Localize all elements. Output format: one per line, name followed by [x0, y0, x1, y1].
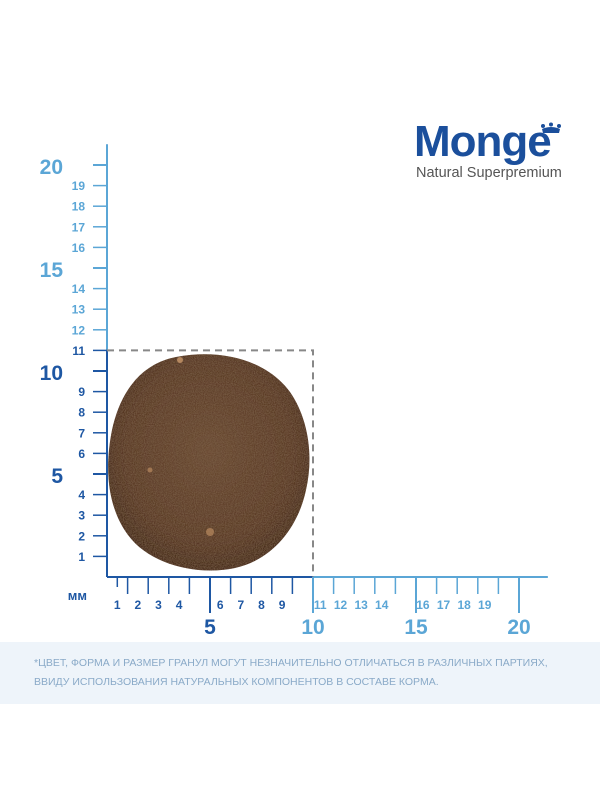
x-minor-label: 9 [279, 598, 286, 612]
y-minor-label: 7 [78, 426, 85, 440]
y-minor-label: 12 [72, 323, 86, 337]
x-major-label: 15 [404, 616, 428, 639]
y-minor-label: 4 [78, 488, 85, 502]
y-minor-label: 18 [72, 200, 86, 214]
x-major-label: 5 [204, 616, 216, 639]
y-major-label: 5 [51, 465, 63, 488]
y-minor-label: 19 [72, 179, 86, 193]
x-minor-label: 4 [176, 598, 183, 612]
monge-logo: Monge Natural Superpremium [414, 116, 584, 186]
y-minor-label: 8 [78, 406, 85, 420]
x-minor-label: 12 [334, 598, 348, 612]
x-minor-label: 16 [416, 598, 430, 612]
x-minor-label: 18 [457, 598, 471, 612]
y-major-label: 10 [40, 362, 63, 385]
y-major-label: 20 [40, 156, 63, 179]
x-minor-label: 2 [135, 598, 142, 612]
x-minor-label: 8 [258, 598, 265, 612]
y-minor-label: 9 [78, 385, 85, 399]
x-major-label: 10 [301, 616, 324, 639]
kibble-photo [108, 354, 310, 571]
unit-label: мм [68, 588, 87, 603]
disclaimer-banner: *Цвет, форма и размер гранул могут незна… [0, 642, 600, 704]
crown-icon [541, 122, 561, 133]
kibble-shape [108, 354, 310, 571]
x-minor-label: 7 [238, 598, 245, 612]
disclaimer-text: *Цвет, форма и размер гранул могут незна… [34, 657, 548, 688]
y-minor-label: 1 [78, 550, 85, 564]
x-minor-label: 1 [114, 598, 121, 612]
y-minor-label: 2 [78, 529, 85, 543]
y-minor-label: 17 [72, 220, 86, 234]
y-minor-label: 6 [78, 447, 85, 461]
x-minor-label: 19 [478, 598, 492, 612]
x-minor-label: 13 [354, 598, 368, 612]
y-minor-label: 13 [72, 303, 86, 317]
brand-tagline: Natural Superpremium [416, 165, 562, 181]
x-minor-label: 11 [314, 598, 327, 612]
x-minor-label: 6 [217, 598, 224, 612]
x-major-label: 20 [507, 616, 530, 639]
x-minor-label: 17 [437, 598, 451, 612]
kibble-extent-box [107, 349, 314, 577]
x-minor-label: 14 [375, 598, 389, 612]
y-minor-label: 14 [72, 282, 86, 296]
x-minor-label: 3 [155, 598, 162, 612]
y-minor-label: 11 [72, 344, 85, 358]
y-major-label: 15 [40, 259, 64, 282]
y-minor-label: 3 [78, 509, 85, 523]
y-minor-label: 16 [72, 241, 86, 255]
brand-name: Monge [414, 117, 552, 166]
